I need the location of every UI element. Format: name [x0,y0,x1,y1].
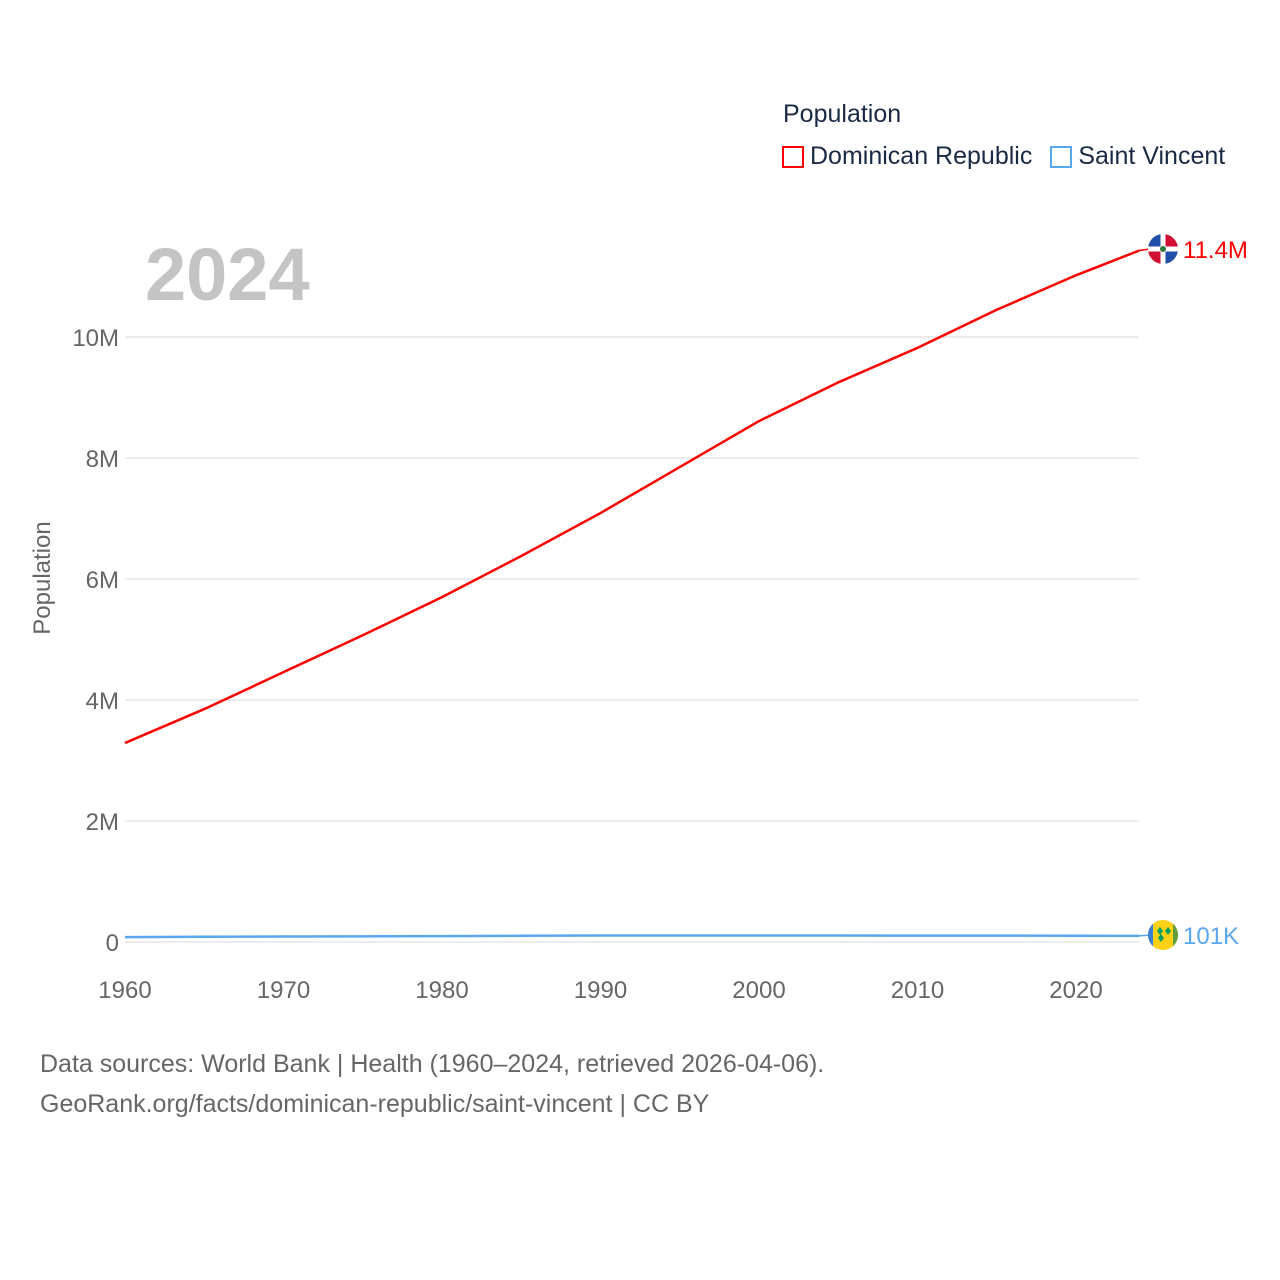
x-tick-label: 2020 [1049,977,1102,1004]
legend-item-dominican-republic[interactable]: Dominican Republic [782,142,1032,171]
flag-quarter [1163,234,1178,249]
flag-emblem [1160,246,1166,252]
flag-band [1147,923,1153,947]
year-label: 2024 [145,233,310,316]
flag-diamonds [1157,927,1171,942]
flag-band [1173,923,1179,947]
y-tick-label: 8M [86,446,119,473]
x-tick-label: 2010 [891,977,944,1004]
y-axis-label: Population [29,521,56,634]
flag-quarter [1148,249,1163,264]
legend-swatch [782,145,804,168]
legend-item-saint-vincent[interactable]: Saint Vincent [1050,142,1225,171]
x-tick-label: 2000 [732,977,785,1004]
y-tick-label: 4M [86,688,119,715]
y-tick-label: 2M [86,809,119,836]
flag-quarter [1163,249,1178,264]
end-value-label: 101K [1183,923,1239,950]
x-tick-label: 1970 [257,977,310,1004]
legend-title: Population [783,100,902,128]
end-value-label: 11.4M [1183,237,1248,264]
legend: Dominican Republic Saint Vincent [782,142,1225,171]
y-tick-label: 6M [86,567,119,594]
x-tick-label: 1960 [98,977,151,1004]
source-line-2[interactable]: GeoRank.org/facts/dominican-republic/sai… [40,1090,710,1118]
x-tick-label: 1980 [415,977,468,1004]
legend-swatch [1050,145,1073,168]
y-tick-label: 10M [72,325,119,352]
source-note: Data sources: World Bank | Health (1960–… [40,1044,824,1124]
y-tick-label: 0 [106,930,119,957]
flag-saint-vincent-icon [1148,920,1178,950]
x-tick-label: 1990 [574,977,627,1004]
legend-label: Saint Vincent [1078,142,1226,170]
series-line-dominican-republic [124,249,1140,745]
source-line-1: Data sources: World Bank | Health (1960–… [40,1050,825,1078]
legend-label: Dominican Republic [810,142,1033,170]
series-line-saint-vincent [124,934,1140,939]
flag-quarter [1148,234,1163,249]
